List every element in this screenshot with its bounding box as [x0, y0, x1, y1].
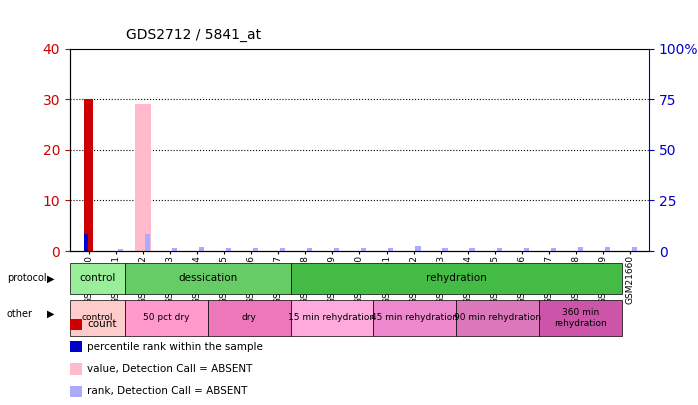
Bar [226, 248, 231, 251]
Text: 15 min rehydration: 15 min rehydration [288, 313, 376, 322]
Text: 90 min rehydration: 90 min rehydration [454, 313, 541, 322]
Bar [84, 99, 93, 251]
Bar [253, 248, 258, 251]
Bar [443, 248, 447, 251]
Text: control: control [82, 313, 113, 322]
Bar [496, 248, 502, 251]
Text: dry: dry [242, 313, 257, 322]
Text: rank, Detection Call = ABSENT: rank, Detection Call = ABSENT [87, 386, 248, 396]
Text: ▶: ▶ [47, 273, 54, 283]
Text: value, Detection Call = ABSENT: value, Detection Call = ABSENT [87, 364, 253, 374]
Bar [135, 104, 151, 251]
Text: control: control [79, 273, 116, 283]
Bar [280, 248, 285, 251]
Bar [524, 248, 529, 251]
Bar [470, 248, 475, 251]
Bar [605, 247, 610, 251]
Text: ▶: ▶ [47, 309, 54, 319]
Bar [334, 248, 339, 251]
Bar [415, 246, 420, 251]
Bar [117, 249, 123, 251]
Bar [144, 234, 150, 251]
Bar [361, 248, 366, 251]
Bar [84, 234, 89, 251]
Text: other: other [7, 309, 33, 319]
Text: 360 min
rehydration: 360 min rehydration [554, 308, 607, 328]
Text: 50 pct dry: 50 pct dry [143, 313, 190, 322]
Bar [388, 248, 394, 251]
Text: protocol: protocol [7, 273, 47, 283]
Text: dessication: dessication [178, 273, 237, 283]
Text: GDS2712 / 5841_at: GDS2712 / 5841_at [126, 28, 261, 43]
Bar [578, 247, 583, 251]
Text: rehydration: rehydration [426, 273, 487, 283]
Bar [632, 247, 637, 251]
Text: count: count [87, 320, 117, 329]
Bar [551, 248, 556, 251]
Bar [199, 247, 204, 251]
Bar [172, 248, 177, 251]
Text: 45 min rehydration: 45 min rehydration [371, 313, 458, 322]
Bar [307, 248, 312, 251]
Text: percentile rank within the sample: percentile rank within the sample [87, 342, 263, 352]
